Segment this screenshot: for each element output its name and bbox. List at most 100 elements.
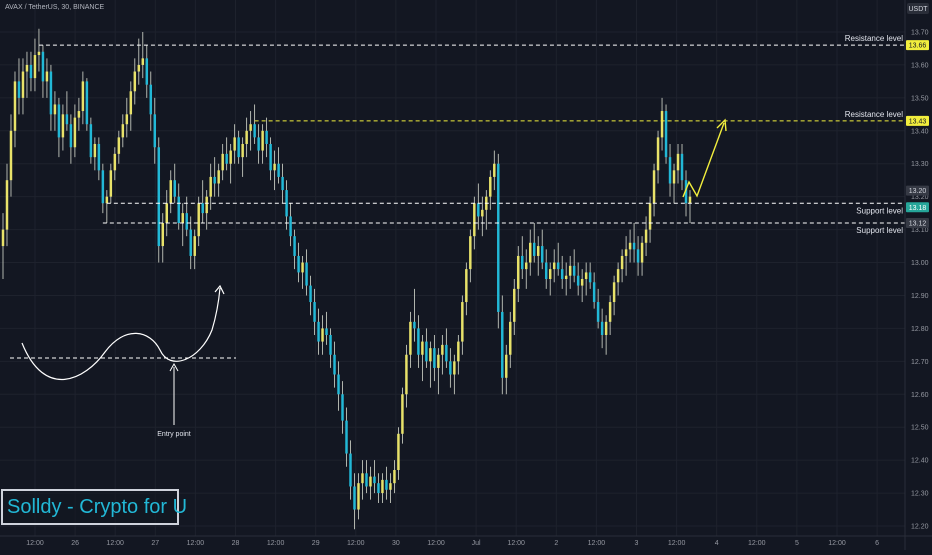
candle-body	[277, 163, 280, 177]
candle-body	[672, 170, 676, 184]
candle-body	[169, 180, 172, 204]
candle-body	[181, 213, 184, 224]
candle-body	[461, 302, 464, 342]
price-label: 13.12	[909, 221, 927, 228]
candle-body	[69, 124, 73, 148]
candle-body	[632, 242, 636, 250]
time-tick-label: 12:00	[828, 540, 846, 547]
candle-body	[329, 334, 332, 355]
candle-body	[373, 476, 376, 484]
time-tick-label: 29	[312, 540, 320, 547]
candle-body	[241, 143, 244, 158]
candle-body	[365, 473, 368, 487]
candle-body	[596, 302, 600, 322]
candle-body	[628, 242, 632, 250]
candle-body	[341, 394, 344, 421]
candle-body	[185, 213, 188, 230]
price-label: 13.43	[909, 118, 927, 125]
candle-body	[636, 249, 640, 263]
candle-body	[29, 64, 33, 79]
candle-body	[445, 344, 448, 362]
candle-body	[600, 321, 604, 335]
candle-body	[405, 354, 408, 395]
candle-body	[544, 262, 548, 279]
candle-body	[556, 262, 560, 270]
candle-body	[153, 114, 157, 148]
candle-body	[237, 137, 240, 158]
price-label: 13.18	[909, 205, 927, 212]
time-tick-label: 12:00	[187, 540, 205, 547]
candle-body	[17, 81, 21, 98]
candle-body	[325, 328, 328, 335]
candle-body	[105, 196, 109, 204]
price-label-badge	[906, 185, 929, 196]
candle-body	[165, 203, 168, 224]
candle-body	[413, 321, 416, 329]
candle-body	[493, 163, 496, 177]
candle-body	[377, 483, 380, 494]
time-tick-label: 4	[715, 540, 719, 547]
time-tick-label: 30	[392, 540, 400, 547]
candle-body	[369, 476, 372, 487]
candle-body	[265, 130, 268, 144]
candle-body	[664, 111, 668, 158]
candle-body	[45, 71, 49, 82]
price-label: 13.20	[909, 188, 927, 195]
projection-arrow	[682, 122, 725, 198]
candle-body	[477, 203, 480, 217]
candle-body	[157, 147, 161, 247]
price-tick-label: 13.20	[911, 194, 929, 201]
candle-body	[289, 216, 292, 237]
candle-body	[77, 111, 81, 118]
candle-body	[5, 180, 9, 230]
candle-body	[261, 130, 264, 151]
candle-body	[437, 354, 440, 368]
candle-body	[580, 279, 584, 286]
candle-body	[189, 229, 192, 256]
candle-body	[525, 262, 528, 270]
candle-body	[13, 81, 17, 131]
chart-grid	[0, 0, 905, 536]
candle-body	[385, 479, 388, 490]
candle-body	[425, 341, 428, 362]
time-tick-label: 12:00	[427, 540, 445, 547]
axis-unit-label: USDT	[908, 6, 928, 13]
candle-body	[481, 209, 484, 217]
candle-body	[81, 81, 85, 112]
candle-body	[173, 180, 176, 197]
candle-body	[381, 479, 384, 494]
candle-body	[389, 483, 392, 490]
candle-body	[349, 453, 352, 487]
candle-body	[465, 269, 468, 303]
candle-body	[572, 265, 576, 276]
entry-pointer-arrowhead	[169, 362, 179, 372]
candle-body	[676, 153, 680, 171]
candle-body	[393, 470, 396, 484]
price-label: 13.66	[909, 43, 927, 50]
symbol-title: AVAX / TetherUS, 30, BINANCE	[5, 4, 105, 11]
price-tick-label: 13.00	[911, 260, 929, 267]
candle-body	[61, 114, 65, 138]
candle-body	[473, 203, 476, 237]
candle-body	[612, 282, 616, 303]
candle-body	[273, 163, 276, 171]
price-label-badge	[906, 115, 929, 126]
candle-body	[213, 176, 216, 184]
candle-body	[25, 64, 29, 72]
candle-body	[321, 328, 324, 342]
candle-body	[656, 137, 660, 171]
candle-body	[1, 229, 5, 247]
candle-body	[652, 170, 656, 204]
candle-body	[513, 288, 516, 322]
price-tick-label: 13.50	[911, 95, 929, 102]
candle-body	[121, 124, 125, 138]
candle-body	[357, 483, 360, 510]
candle-body	[141, 58, 145, 65]
candle-body	[345, 420, 348, 454]
candle-body	[305, 262, 308, 286]
wave-arrowhead	[214, 284, 225, 295]
candle-body	[457, 341, 460, 362]
